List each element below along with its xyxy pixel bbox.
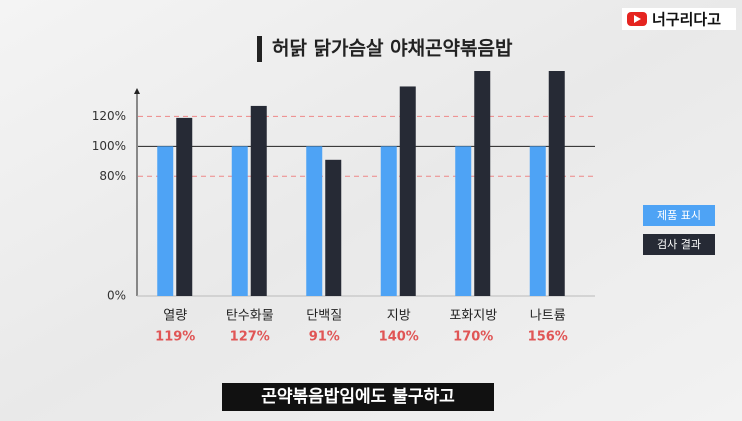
bar xyxy=(231,146,248,296)
bar xyxy=(176,117,193,296)
bar xyxy=(474,71,491,296)
y-tick-label: 120% xyxy=(92,109,126,123)
legend-swatch xyxy=(643,234,715,255)
bar xyxy=(250,105,267,296)
x-tick-label: 지방 xyxy=(387,309,411,324)
caption: 곤약볶음밥임에도 불구하고 xyxy=(261,386,455,407)
x-tick-label: 포화지방 xyxy=(449,309,497,324)
value-label: 140% xyxy=(379,330,419,345)
brand-name: 너구리다고 xyxy=(652,11,721,29)
brand-badge: 너구리다고 xyxy=(622,8,736,30)
brand-icon-play xyxy=(634,15,641,23)
y-axis-arrow xyxy=(134,88,140,94)
caption-box xyxy=(222,383,494,411)
chart-title: 허닭 닭가슴살 야채곤약볶음밥 xyxy=(272,38,513,60)
bar xyxy=(455,146,472,296)
value-label: 170% xyxy=(453,330,493,345)
legend-swatch xyxy=(643,205,715,226)
value-label: 91% xyxy=(309,330,340,345)
bar xyxy=(399,86,416,296)
x-tick-label: 열량 xyxy=(163,309,187,324)
title-marker xyxy=(257,36,262,62)
value-label: 156% xyxy=(528,330,568,345)
bar xyxy=(157,146,174,296)
value-label: 127% xyxy=(230,330,270,345)
bar xyxy=(548,71,565,296)
bars xyxy=(157,71,565,296)
x-tick-label: 단백질 xyxy=(306,309,342,324)
legend-label: 검사 결과 xyxy=(657,238,701,251)
bar xyxy=(325,159,342,296)
value-label: 119% xyxy=(155,330,195,345)
y-tick-label: 100% xyxy=(92,139,126,153)
brand-box xyxy=(622,8,736,30)
y-tick-label: 0% xyxy=(107,289,126,303)
y-tick-label: 80% xyxy=(99,169,126,183)
bar xyxy=(306,146,323,296)
bar xyxy=(380,146,397,296)
x-tick-label: 탄수화물 xyxy=(226,309,274,324)
bar xyxy=(529,146,546,296)
x-tick-label: 나트륨 xyxy=(530,309,566,324)
legend-label: 제품 표시 xyxy=(657,209,701,222)
